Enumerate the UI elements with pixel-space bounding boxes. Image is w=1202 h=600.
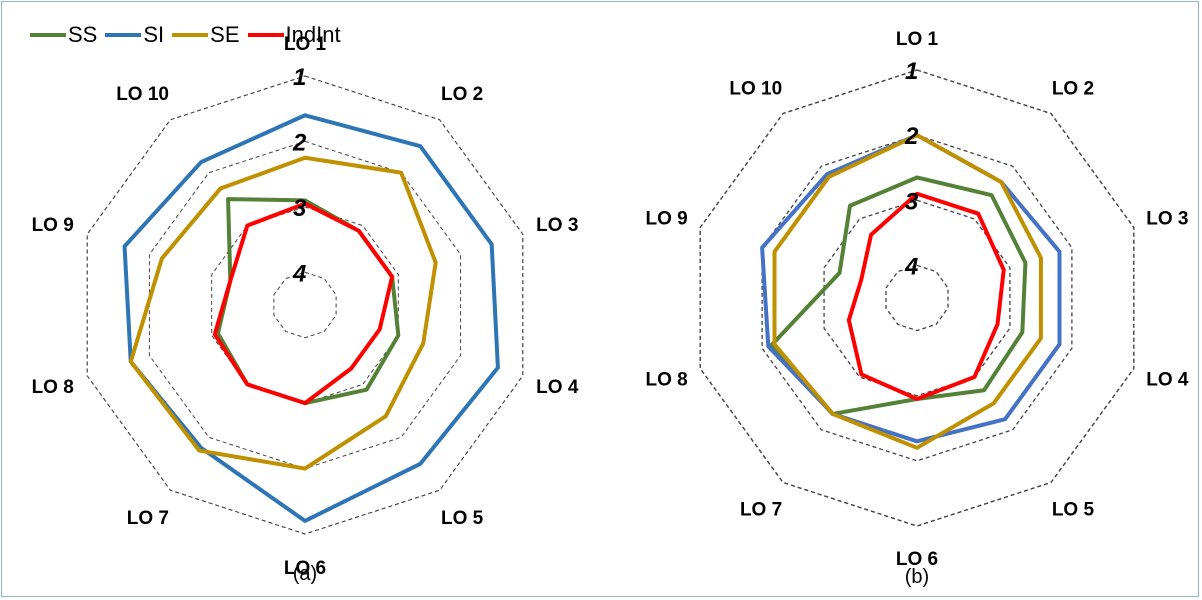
ring-label-4: 4 [904, 253, 918, 280]
series-line-se [772, 133, 1043, 450]
legend-label-indint: IndInt [285, 22, 341, 47]
legend-label-se: SE [210, 22, 240, 47]
axis-label-lo-3: LO 3 [1146, 209, 1188, 230]
axis-label-lo-5: LO 5 [1052, 499, 1095, 520]
axis-label-lo-10: LO 10 [729, 79, 782, 100]
ring-label-1: 1 [293, 64, 306, 91]
axis-label-lo-3: LO 3 [536, 215, 578, 236]
radar-ring-2 [148, 140, 462, 470]
legend: SS SI SE IndInt [30, 20, 349, 50]
legend-label-ss: SS [68, 22, 98, 47]
legend-item-indint: IndInt [247, 22, 341, 48]
legend-label-si: SI [143, 22, 165, 47]
legend-swatch-indint [247, 33, 284, 37]
legend-swatch-se [172, 33, 209, 37]
axis-label-lo-1: LO 1 [896, 29, 939, 50]
radar-ring-1 [699, 69, 1135, 527]
ring-label-3: 3 [293, 195, 307, 222]
axis-label-lo-2: LO 2 [441, 84, 483, 105]
radar-ring-4 [885, 264, 949, 332]
axis-label-lo-2: LO 2 [1052, 79, 1094, 100]
axis-label-lo-10: LO 10 [116, 84, 169, 105]
axis-label-lo-1: LO 1 [284, 34, 327, 55]
legend-item-si: SI [105, 22, 164, 48]
axis-label-lo-9: LO 9 [645, 209, 687, 230]
series-line-se [128, 155, 438, 471]
legend-item-ss: SS [30, 22, 97, 48]
axis-label-lo-6: LO 6 [284, 558, 326, 579]
axis-label-lo-5: LO 5 [441, 508, 484, 529]
ring-label-2: 2 [904, 123, 919, 150]
ring-label-2: 2 [292, 129, 307, 156]
axis-label-lo-8: LO 8 [645, 369, 687, 390]
radar-chart-b: 1 2 3 4 LO 1 LO 2 LO 3 LO 4 LO 5 LO 6 LO 7 LO 8 LO 9… [645, 29, 1188, 588]
series-line-indint [212, 201, 395, 406]
axis-label-lo-4: LO 4 [536, 377, 579, 398]
axis-label-lo-9: LO 9 [32, 215, 74, 236]
legend-swatch-ss [30, 33, 66, 37]
axis-label-lo-7: LO 7 [127, 508, 169, 529]
radar-ring-1 [86, 75, 524, 535]
axis-label-lo-7: LO 7 [740, 499, 782, 520]
chart-caption: (b) [905, 566, 929, 588]
ring-label-4: 4 [292, 260, 306, 287]
chart-caption: (a) [293, 563, 317, 585]
axis-label-lo-8: LO 8 [32, 377, 74, 398]
radar-ring-3 [823, 199, 1011, 397]
series-line-si [760, 133, 1062, 444]
ring-label-1: 1 [905, 58, 918, 85]
legend-item-se: SE [172, 22, 240, 48]
ring-label-3: 3 [905, 188, 919, 215]
axis-label-lo-4: LO 4 [1146, 369, 1189, 390]
legend-swatch-si [105, 33, 142, 37]
radar-chart-a: 1 2 3 4 LO 1 LO 2 LO 3 LO 4 LO 5 LO 6 LO 7 LO 8 LO 9… [32, 34, 579, 585]
radar-ring-4 [273, 271, 337, 339]
series-line-si [122, 113, 500, 523]
axis-label-lo-6: LO 6 [896, 549, 938, 570]
series-line-indint [846, 191, 1006, 401]
